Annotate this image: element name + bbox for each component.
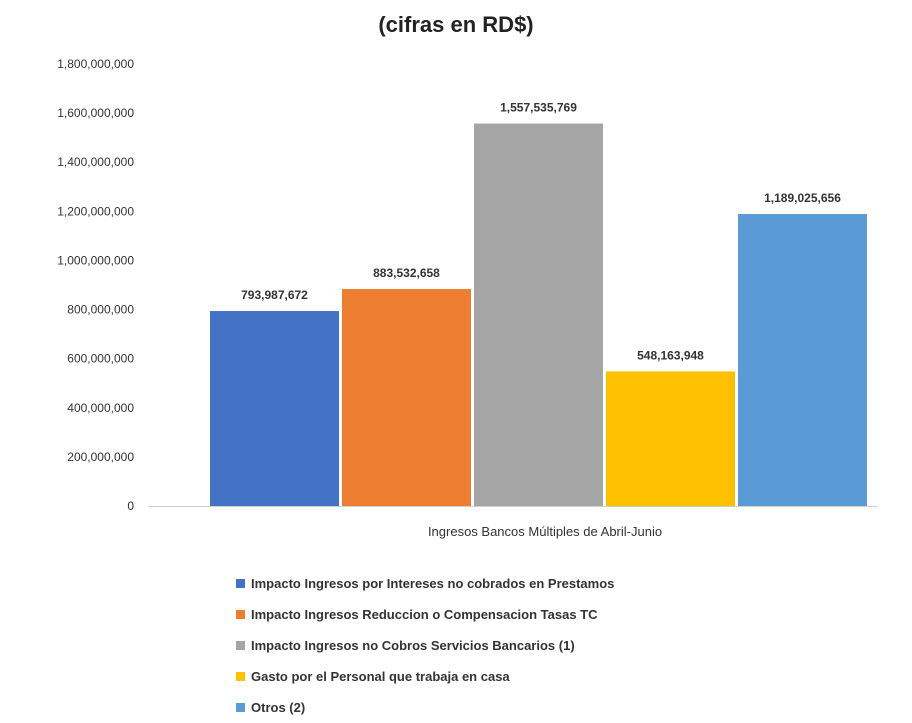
bar <box>606 371 735 506</box>
legend-swatch <box>236 610 245 619</box>
y-tick-label: 1,000,000,000 <box>57 253 134 267</box>
y-tick-label: 800,000,000 <box>67 303 134 317</box>
y-tick-label: 1,800,000,000 <box>57 57 134 71</box>
y-tick-label: 200,000,000 <box>67 450 134 464</box>
legend-swatch <box>236 703 245 712</box>
y-tick-label: 1,400,000,000 <box>57 155 134 169</box>
legend-item: Impacto Ingresos por Intereses no cobrad… <box>236 568 876 599</box>
chart-title: (cifras en RD$) <box>378 12 534 37</box>
legend-label: Gasto por el Personal que trabaja en cas… <box>251 669 510 684</box>
legend-swatch <box>236 579 245 588</box>
y-tick-label: 0 <box>127 499 134 513</box>
bar-chart: 0 200,000,000 400,000,000 600,000,000 800,00… <box>57 57 878 539</box>
y-tick-label: 1,200,000,000 <box>57 204 134 218</box>
legend-item: Impacto Ingresos Reduccion o Compensacio… <box>236 599 876 630</box>
data-label: 793,987,672 <box>241 288 308 302</box>
legend-item: Otros (2) <box>236 692 876 723</box>
bar <box>210 311 339 506</box>
x-axis-label: Ingresos Bancos Múltiples de Abril-Junio <box>428 524 662 539</box>
y-tick-label: 600,000,000 <box>67 352 134 366</box>
bar <box>474 123 603 506</box>
legend-label: Otros (2) <box>251 700 306 715</box>
legend-item: Gasto por el Personal que trabaja en cas… <box>236 661 876 692</box>
legend-label: Impacto Ingresos por Intereses no cobrad… <box>251 576 615 591</box>
bar <box>738 214 867 506</box>
data-label: 548,163,948 <box>637 348 704 362</box>
legend-label: Impacto Ingresos Reduccion o Compensacio… <box>251 607 598 622</box>
y-tick-label: 1,600,000,000 <box>57 106 134 120</box>
data-label: 883,532,658 <box>373 266 440 280</box>
data-label: 1,557,535,769 <box>500 101 577 115</box>
legend-label: Impacto Ingresos no Cobros Servicios Ban… <box>251 638 575 653</box>
legend-item: Impacto Ingresos no Cobros Servicios Ban… <box>236 630 876 661</box>
y-tick-label: 400,000,000 <box>67 401 134 415</box>
data-label: 1,189,025,656 <box>764 191 841 205</box>
chart-legend: Impacto Ingresos por Intereses no cobrad… <box>236 568 876 723</box>
legend-swatch <box>236 672 245 681</box>
bar <box>342 289 471 506</box>
legend-swatch <box>236 641 245 650</box>
